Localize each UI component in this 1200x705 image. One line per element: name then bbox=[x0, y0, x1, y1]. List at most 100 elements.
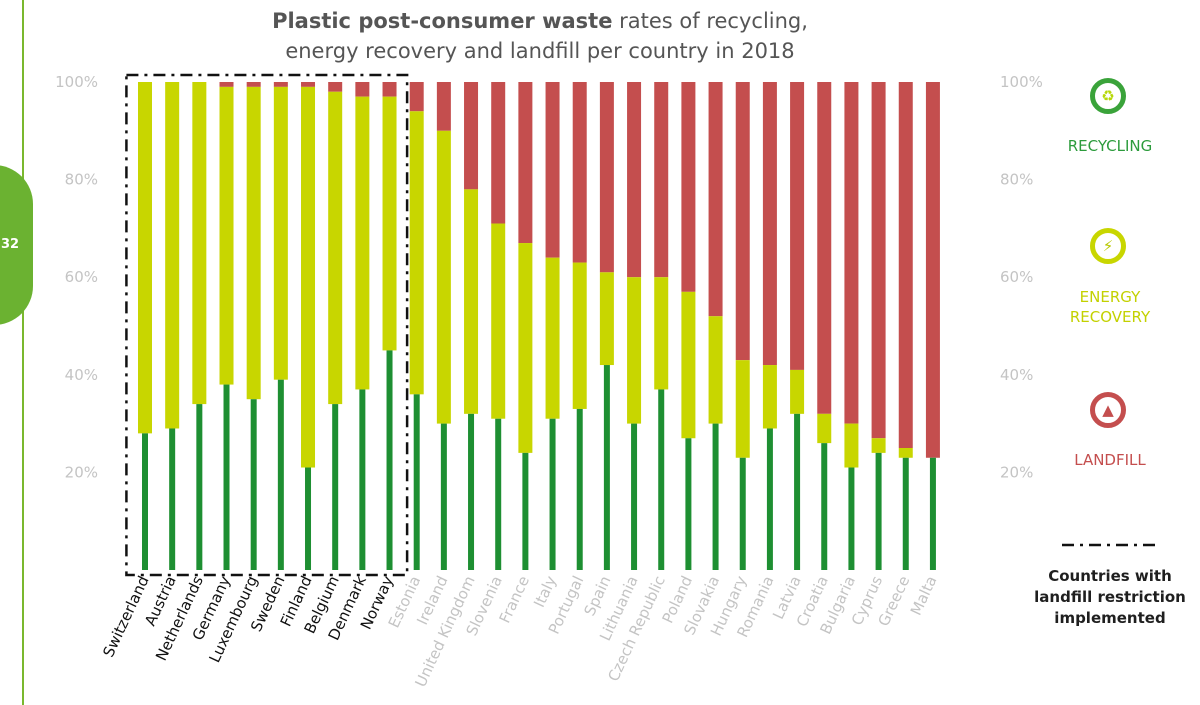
restriction-group-box bbox=[125, 73, 409, 577]
bar-landfill bbox=[599, 82, 614, 273]
bar-recycling bbox=[359, 389, 366, 570]
bar-landfill bbox=[708, 82, 723, 317]
bar-energy-recovery bbox=[464, 189, 479, 414]
bar-energy-recovery bbox=[165, 82, 180, 429]
bar-energy-recovery bbox=[817, 413, 832, 444]
bar-landfill bbox=[436, 82, 451, 131]
bar-energy-recovery bbox=[844, 423, 859, 468]
bar-recycling bbox=[522, 452, 529, 570]
bar-energy-recovery bbox=[708, 316, 723, 424]
bar-landfill bbox=[491, 82, 506, 224]
bar-energy-recovery bbox=[328, 91, 343, 405]
bar-recycling bbox=[305, 467, 312, 570]
bar-energy-recovery bbox=[409, 111, 424, 395]
recycle-icon: ♻ bbox=[1090, 78, 1126, 114]
bar-recycling bbox=[712, 423, 719, 570]
bar-landfill bbox=[246, 82, 261, 87]
bar-energy-recovery bbox=[735, 360, 750, 458]
bar-landfill bbox=[382, 82, 397, 97]
legend-energy-line2: RECOVERY bbox=[1069, 308, 1151, 326]
bar-landfill bbox=[817, 82, 832, 414]
bar-recycling bbox=[169, 428, 176, 570]
restriction-line-key bbox=[1062, 543, 1158, 547]
bar-recycling bbox=[685, 438, 692, 570]
bar-recycling bbox=[277, 379, 284, 570]
y-tick-label-right: 60% bbox=[1000, 268, 1033, 286]
bar-recycling bbox=[440, 423, 447, 570]
bar-landfill bbox=[627, 82, 642, 278]
chart-title-rest: rates of recycling, bbox=[619, 9, 808, 33]
y-tick-label-left: 100% bbox=[55, 73, 98, 91]
legend-landfill: LANDFILL bbox=[1074, 451, 1146, 469]
bar-energy-recovery bbox=[871, 438, 886, 453]
bar-energy-recovery bbox=[273, 86, 288, 380]
chart-title-bold: Plastic post-consumer waste bbox=[272, 9, 613, 33]
y-tick-label-left: 60% bbox=[65, 268, 98, 286]
bar-landfill bbox=[545, 82, 560, 258]
bar-landfill bbox=[301, 82, 316, 87]
bar-energy-recovery bbox=[436, 130, 451, 424]
bar-landfill bbox=[355, 82, 370, 97]
bar-landfill bbox=[328, 82, 343, 92]
bar-landfill bbox=[790, 82, 805, 370]
y-tick-label-right: 80% bbox=[1000, 171, 1033, 189]
category-label: Malta bbox=[907, 573, 941, 618]
y-tick-label-right: 20% bbox=[1000, 463, 1033, 481]
restriction-annotation: Countries with landfill restriction impl… bbox=[1030, 566, 1190, 629]
bar-recycling bbox=[821, 443, 828, 570]
bar-recycling bbox=[631, 423, 638, 570]
restriction-note-line1: Countries with bbox=[1048, 567, 1172, 585]
bar-energy-recovery bbox=[518, 243, 533, 453]
bar-recycling bbox=[250, 399, 257, 570]
bar-recycling bbox=[929, 457, 936, 570]
bar-landfill bbox=[518, 82, 533, 244]
bar-energy-recovery bbox=[681, 291, 696, 439]
chart-title: Plastic post-consumer waste rates of rec… bbox=[0, 6, 1080, 36]
bar-energy-recovery bbox=[654, 277, 669, 390]
bar-recycling bbox=[603, 365, 610, 570]
bar-energy-recovery bbox=[898, 448, 913, 458]
y-tick-label-left: 80% bbox=[65, 171, 98, 189]
bar-energy-recovery bbox=[301, 86, 316, 468]
restriction-note-line3: implemented bbox=[1054, 609, 1166, 627]
chart-title-line2: energy recovery and landfill per country… bbox=[285, 39, 795, 63]
bar-recycling bbox=[386, 350, 393, 570]
bar-recycling bbox=[875, 452, 882, 570]
bar-recycling bbox=[658, 389, 665, 570]
page-margin-rule bbox=[22, 0, 24, 705]
bar-recycling bbox=[142, 433, 148, 570]
lightning-icon: ⚡ bbox=[1090, 228, 1126, 264]
bar-energy-recovery bbox=[762, 365, 777, 429]
legend-recycling: RECYCLING bbox=[1067, 137, 1153, 155]
bar-recycling bbox=[332, 404, 339, 570]
bar-recycling bbox=[495, 418, 502, 570]
bar-energy-recovery bbox=[355, 96, 370, 390]
page-number: 32 bbox=[1, 237, 20, 252]
y-tick-label-right: 100% bbox=[1000, 73, 1043, 91]
restriction-note-line2: landfill restriction bbox=[1034, 588, 1186, 606]
bar-recycling bbox=[766, 428, 773, 570]
bar-landfill bbox=[219, 82, 234, 87]
bar-landfill bbox=[681, 82, 696, 292]
bar-recycling bbox=[848, 467, 855, 570]
bar-landfill bbox=[844, 82, 859, 424]
bar-recycling bbox=[576, 408, 583, 570]
bar-landfill bbox=[409, 82, 424, 112]
bar-recycling bbox=[902, 457, 909, 570]
bar-recycling bbox=[196, 404, 203, 570]
bar-recycling bbox=[413, 394, 420, 570]
bar-recycling bbox=[468, 413, 475, 570]
bar-energy-recovery bbox=[491, 223, 506, 419]
bar-landfill bbox=[273, 82, 288, 87]
bar-energy-recovery bbox=[138, 82, 152, 434]
bar-landfill bbox=[925, 82, 940, 458]
page-number-tab bbox=[0, 165, 33, 325]
legend-energy-recovery: ENERGY RECOVERY bbox=[1035, 287, 1185, 327]
y-tick-label-left: 20% bbox=[65, 463, 98, 481]
bar-landfill bbox=[464, 82, 479, 190]
bar-landfill bbox=[572, 82, 587, 263]
bar-landfill bbox=[762, 82, 777, 366]
bar-energy-recovery bbox=[219, 86, 234, 385]
bar-energy-recovery bbox=[382, 96, 397, 351]
